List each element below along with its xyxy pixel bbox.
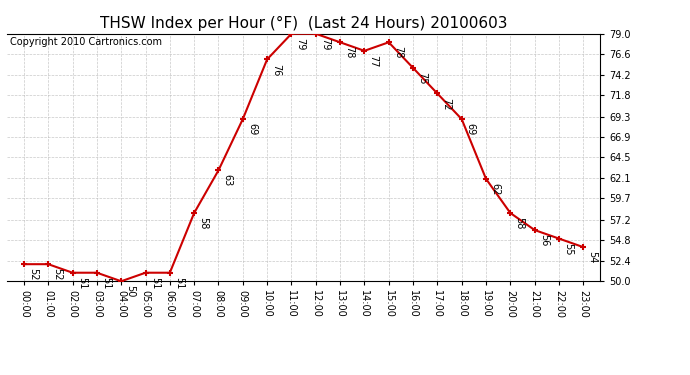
Text: 51: 51	[174, 277, 184, 289]
Text: 75: 75	[417, 72, 427, 84]
Text: Copyright 2010 Cartronics.com: Copyright 2010 Cartronics.com	[10, 38, 162, 48]
Text: 69: 69	[247, 123, 257, 135]
Text: 63: 63	[223, 174, 233, 187]
Text: 69: 69	[466, 123, 476, 135]
Text: 50: 50	[126, 285, 135, 298]
Text: 62: 62	[490, 183, 500, 195]
Text: 56: 56	[539, 234, 549, 247]
Text: 51: 51	[77, 277, 87, 289]
Text: 72: 72	[442, 98, 451, 110]
Text: 76: 76	[271, 63, 282, 76]
Text: 77: 77	[368, 55, 379, 68]
Text: 55: 55	[563, 243, 573, 255]
Text: 52: 52	[52, 268, 62, 281]
Text: 58: 58	[515, 217, 524, 229]
Text: 52: 52	[28, 268, 38, 281]
Text: 51: 51	[150, 277, 159, 289]
Text: 51: 51	[101, 277, 111, 289]
Text: 79: 79	[295, 38, 306, 50]
Title: THSW Index per Hour (°F)  (Last 24 Hours) 20100603: THSW Index per Hour (°F) (Last 24 Hours)…	[100, 16, 507, 31]
Text: 54: 54	[587, 251, 598, 264]
Text: 78: 78	[393, 46, 403, 59]
Text: 58: 58	[198, 217, 208, 229]
Text: 79: 79	[320, 38, 330, 50]
Text: 78: 78	[344, 46, 354, 59]
